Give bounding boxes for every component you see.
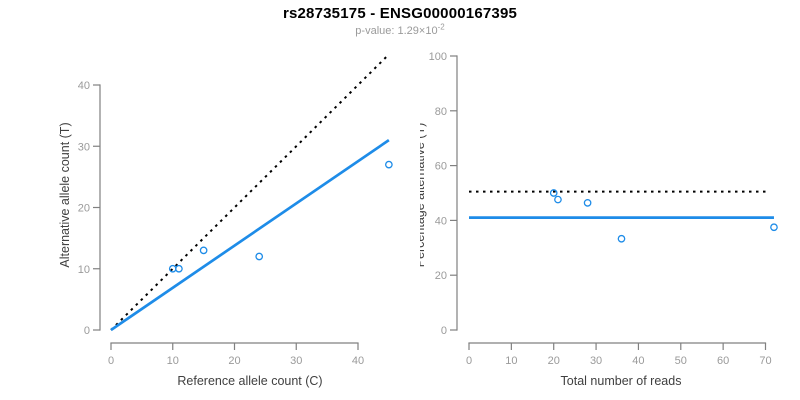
x-tick-label: 70 [759,355,771,367]
y-tick-label: 40 [435,215,447,227]
p-value-text: p-value: 1.29×10 [355,25,438,37]
y-tick-label: 20 [78,203,90,215]
data-point [770,223,778,232]
p-value-exponent: -2 [437,22,445,32]
x-tick-label: 0 [466,355,472,367]
y-axis-title: Alternative allele count (T) [58,122,72,267]
data-point [175,264,183,273]
data-point [385,160,393,169]
x-axis-title: Reference allele count (C) [177,374,322,388]
y-tick-label: 40 [78,80,90,92]
data-point [583,199,592,207]
y-tick-label: 100 [429,51,447,63]
regression-line [110,139,390,332]
x-tick-label: 60 [717,355,729,367]
x-tick-label: 10 [167,355,179,367]
data-point [554,195,562,204]
data-point [199,246,208,255]
x-tick-label: 40 [352,355,364,367]
x-tick-label: 50 [675,355,687,367]
allele-count-scatter-plot: 0 10 20 30 40 0 10 20 30 40 Reference allele count… [58,56,393,388]
x-tick-label: 10 [505,355,517,367]
x-tick-label: 30 [290,355,302,367]
page-title: rs28735175 - ENSG00000167395 [282,5,518,22]
y-tick-label: 10 [78,264,90,276]
y-tick-label: 80 [435,106,447,118]
y-tick-label: 30 [78,141,90,153]
data-point [617,234,626,243]
x-tick-label: 20 [228,355,240,367]
y-axis-title: Percentage alternative (T) [420,123,427,268]
y-tick-label: 0 [84,325,90,337]
x-axis-title: Total number of reads [561,374,682,388]
y-tick-label: 20 [435,270,447,282]
data-point [255,252,264,261]
y-tick-label: 0 [441,325,447,337]
p-value-subtitle: p-value: 1.29×10-2 [0,22,800,37]
x-tick-label: 20 [548,355,560,367]
x-tick-label: 30 [590,355,602,367]
x-tick-label: 0 [108,355,114,367]
data-point [549,189,558,197]
x-tick-label: 40 [632,355,644,367]
identity-line [110,56,388,331]
percentage-alternative-scatter-plot: 0 20 40 60 80 100 0 10 20 30 40 50 60 70 Total number … [420,51,778,388]
y-tick-label: 60 [435,161,447,173]
